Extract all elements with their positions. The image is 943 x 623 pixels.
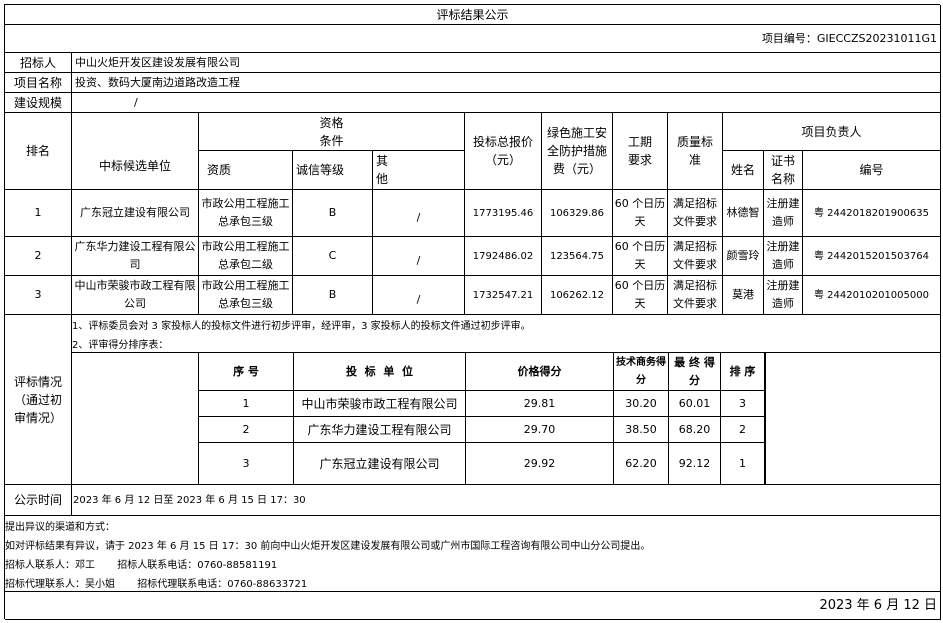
header-manager: 项目负责人 — [723, 113, 941, 151]
header-period: 工期要求 — [613, 113, 668, 190]
cell-cert-no: 粤 2442018201900635 — [803, 190, 941, 237]
tenderer-value: 中山火炬开发区建设发展有限公司 — [72, 53, 941, 73]
score-rank: 2 — [721, 417, 765, 443]
cell-rank: 1 — [5, 190, 72, 237]
cell-price: 1792486.02 — [465, 237, 542, 276]
objection-title: 提出异议的渠道和方式： — [5, 522, 115, 533]
header-cert-no: 编号 — [803, 151, 941, 190]
publicity-label: 公示时间 — [5, 485, 72, 516]
cell-rank: 3 — [5, 276, 72, 315]
project-name-label: 项目名称 — [5, 73, 72, 93]
header-qualification: 资质 — [199, 151, 293, 190]
score-price: 29.81 — [466, 391, 614, 417]
header-credit: 诚信等级 — [293, 151, 373, 190]
issue-date: 2023 年 6 月 12 日 — [5, 592, 941, 620]
cell-period: 60 个日历天 — [613, 237, 668, 276]
cell-other: / — [373, 237, 465, 276]
cell-credit: C — [293, 237, 373, 276]
score-header-rank: 排 序 — [721, 353, 765, 391]
objection-text: 如对评标结果有异议，请于 2023 年 6 月 15 日 17：30 前向中山火… — [5, 541, 651, 552]
cell-period: 60 个日历天 — [613, 190, 668, 237]
result-table: 评标结果公示 项目编号：GIECCZS20231011G1 招标人 中山火炬开发… — [4, 4, 941, 620]
cell-quality: 满足招标文件要求 — [668, 237, 723, 276]
header-name: 姓名 — [723, 151, 764, 190]
scale-label: 建设规模 — [5, 93, 72, 113]
evaluation-intro: 1、评标委员会对 3 家投标人的投标文件进行初步评审，经评审，3 家投标人的投标… — [72, 315, 941, 353]
cell-cert-no: 粤 2442010201005000 — [803, 276, 941, 315]
score-final: 68.20 — [669, 417, 721, 443]
cell-unit: 广东华力建设工程有限公司 — [72, 237, 199, 276]
cell-name: 莫港 — [723, 276, 764, 315]
agent-contact: 招标代理联系人：吴小姐 招标代理联系电话：0760-88633721 — [5, 579, 308, 590]
cell-period: 60 个日历天 — [613, 276, 668, 315]
cell-other: / — [373, 190, 465, 237]
cell-qualification: 市政公用工程施工总承包三级 — [199, 190, 293, 237]
cell-qualification: 市政公用工程施工总承包二级 — [199, 237, 293, 276]
header-qual-cond: 资格 条件 — [199, 113, 465, 151]
cell-price: 1773195.46 — [465, 190, 542, 237]
cell-quality: 满足招标文件要求 — [668, 276, 723, 315]
cell-quality: 满足招标文件要求 — [668, 190, 723, 237]
cell-green-fee: 106329.86 — [542, 190, 613, 237]
cell-unit: 广东冠立建设有限公司 — [72, 190, 199, 237]
header-other: 其 他 — [373, 151, 465, 190]
project-number: 项目编号：GIECCZS20231011G1 — [5, 25, 941, 53]
score-no: 3 — [199, 443, 294, 485]
header-rank: 排名 — [5, 113, 72, 190]
cell-name: 林德智 — [723, 190, 764, 237]
score-header-price: 价格得分 — [466, 353, 614, 391]
score-final: 60.01 — [669, 391, 721, 417]
score-header-no: 序 号 — [199, 353, 294, 391]
objection-section: 提出异议的渠道和方式： 如对评标结果有异议，请于 2023 年 6 月 15 日… — [5, 516, 941, 592]
score-header-bidder: 投 标 单 位 — [294, 353, 466, 391]
project-name-value: 投资、数码大厦南边道路改造工程 — [72, 73, 941, 93]
evaluation-blank-left — [72, 353, 199, 485]
cell-cert: 注册建造师 — [764, 237, 803, 276]
cell-green-fee: 106262.12 — [542, 276, 613, 315]
cell-credit: B — [293, 190, 373, 237]
tenderer-contact: 招标人联系人：邓工 招标人联系电话：0760-88581191 — [5, 560, 278, 571]
header-quality: 质量标准 — [668, 113, 723, 190]
score-bidder: 广东冠立建设有限公司 — [294, 443, 466, 485]
evaluation-line-2: 2、评审得分排序表： — [72, 340, 169, 351]
header-green-fee: 绿色施工安全防护措施费（元） — [542, 113, 613, 190]
evaluation-blank-right — [765, 353, 941, 485]
page-title: 评标结果公示 — [5, 5, 941, 25]
header-price: 投标总报价（元） — [465, 113, 542, 190]
score-rank: 1 — [721, 443, 765, 485]
score-header-final: 最 终 得 分 — [669, 353, 721, 391]
cell-rank: 2 — [5, 237, 72, 276]
score-tech: 62.20 — [614, 443, 669, 485]
score-bidder: 中山市荣骏市政工程有限公司 — [294, 391, 466, 417]
cell-cert-no: 粤 2442015201503764 — [803, 237, 941, 276]
scale-value: / — [72, 93, 941, 113]
cell-price: 1732547.21 — [465, 276, 542, 315]
cell-unit: 中山市荣骏市政工程有限公司 — [72, 276, 199, 315]
score-no: 2 — [199, 417, 294, 443]
evaluation-line-1: 1、评标委员会对 3 家投标人的投标文件进行初步评审，经评审，3 家投标人的投标… — [72, 321, 531, 332]
cell-cert: 注册建造师 — [764, 276, 803, 315]
publicity-value: 2023 年 6 月 12 日至 2023 年 6 月 15 日 17：30 — [72, 485, 941, 516]
cell-credit: B — [293, 276, 373, 315]
score-header-tech: 技术商务得分 — [614, 353, 669, 391]
score-price: 29.70 — [466, 417, 614, 443]
score-price: 29.92 — [466, 443, 614, 485]
score-bidder: 广东华力建设工程有限公司 — [294, 417, 466, 443]
tenderer-label: 招标人 — [5, 53, 72, 73]
header-unit: 中标候选单位 — [72, 113, 199, 190]
cell-qualification: 市政公用工程施工总承包三级 — [199, 276, 293, 315]
cell-cert: 注册建造师 — [764, 190, 803, 237]
cell-name: 颜雪玲 — [723, 237, 764, 276]
cell-other: / — [373, 276, 465, 315]
evaluation-label: 评标情况（通过初审情况） — [5, 315, 72, 485]
header-cert: 证书名称 — [764, 151, 803, 190]
score-tech: 38.50 — [614, 417, 669, 443]
score-tech: 30.20 — [614, 391, 669, 417]
score-final: 92.12 — [669, 443, 721, 485]
cell-green-fee: 123564.75 — [542, 237, 613, 276]
score-rank: 3 — [721, 391, 765, 417]
score-no: 1 — [199, 391, 294, 417]
